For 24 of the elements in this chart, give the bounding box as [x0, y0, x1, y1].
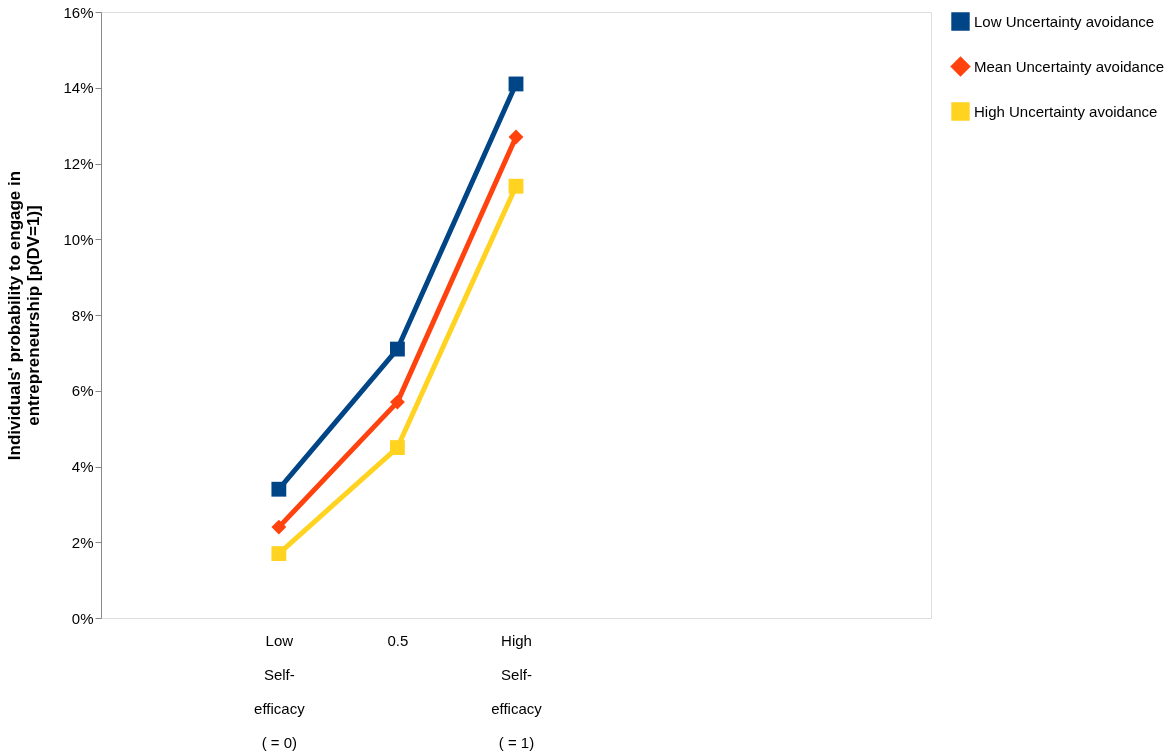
legend-label: Mean Uncertainty avoidance [974, 57, 1165, 75]
point [390, 440, 405, 455]
y-tick-label: 16% [63, 3, 94, 21]
point [508, 178, 524, 194]
x-tick-label: 0.5 [387, 631, 409, 649]
y-tick-label: 6% [71, 382, 94, 400]
y-tick-label: 12% [63, 155, 94, 172]
point [390, 341, 405, 357]
point [271, 546, 287, 562]
point [508, 129, 524, 145]
y-tick-label: 2% [71, 533, 94, 551]
y-tick-label: 14% [63, 79, 94, 97]
y-tick-label: 4% [71, 458, 94, 475]
y-axis-title: Individuals' probability to engage in entrepreneurship [p(DV=1)] [5, 170, 44, 461]
y-tick-label: 10% [63, 230, 94, 248]
y-tick-label: 8% [71, 306, 94, 324]
point [271, 519, 287, 535]
legend-label: Low Uncertainty avoidance [974, 12, 1155, 30]
y-tick-label: 0% [71, 609, 94, 627]
x-tick-label: High Self- efficacy ( = 1) [491, 631, 543, 751]
legend-label: High Uncertainty avoidance [974, 102, 1158, 120]
x-tick-label: Low Self- efficacy ( = 0) [254, 631, 306, 751]
point [390, 394, 405, 410]
point [271, 481, 287, 497]
